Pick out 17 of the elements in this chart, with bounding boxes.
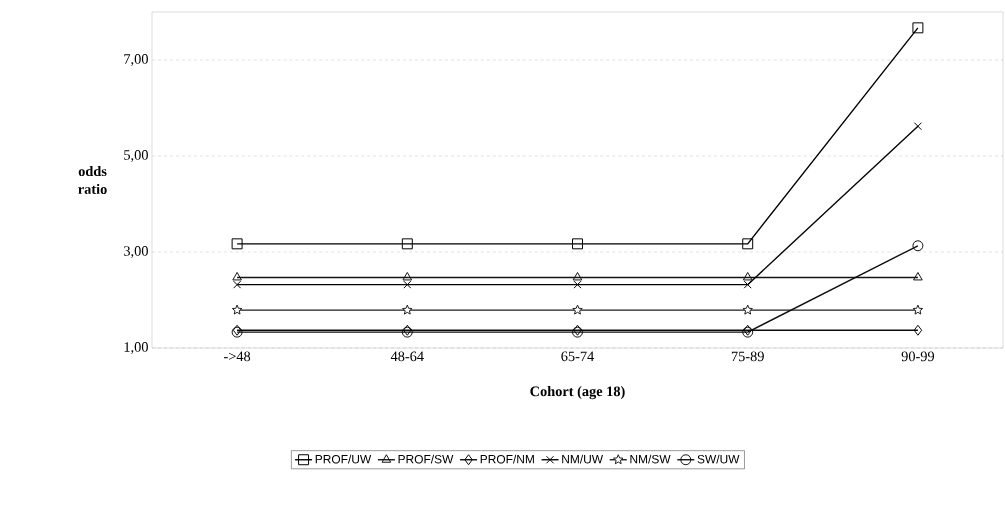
legend-label: PROF/SW: [398, 454, 454, 464]
x-axis-title: Cohort (age 18): [530, 386, 625, 400]
y-tick-label: 3,00: [124, 246, 148, 258]
x-tick-label: ->48: [224, 351, 251, 362]
y-tick-label: 1,00: [124, 342, 148, 354]
y-tick-label: 7,00: [124, 54, 148, 66]
x-tick-label: 90-99: [901, 351, 935, 362]
legend-label: PROF/UW: [315, 454, 372, 464]
x-tick-label: 75-89: [731, 351, 764, 362]
x-tick-label: 65-74: [561, 351, 595, 362]
y-axis-title: odds ratio: [78, 165, 107, 195]
legend-label: NM/SW: [630, 454, 671, 464]
x-tick-label: 48-64: [390, 351, 424, 362]
legend-label: NM/UW: [562, 454, 604, 464]
y-tick-label: 5,00: [124, 150, 148, 162]
legend-label: PROF/NM: [480, 454, 534, 464]
legend-label: SW/UW: [697, 454, 740, 464]
